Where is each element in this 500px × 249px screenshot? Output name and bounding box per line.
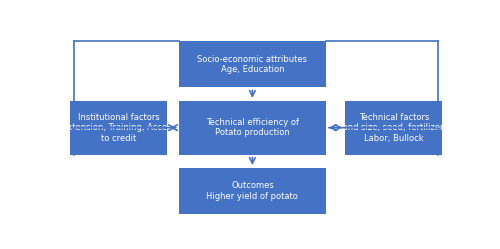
Text: Socio-economic attributes
Age, Education: Socio-economic attributes Age, Education xyxy=(198,55,308,74)
FancyBboxPatch shape xyxy=(179,101,326,154)
FancyBboxPatch shape xyxy=(346,101,442,154)
Text: Technical efficiency of
Potato production: Technical efficiency of Potato productio… xyxy=(206,118,299,137)
FancyBboxPatch shape xyxy=(179,168,326,214)
FancyBboxPatch shape xyxy=(179,41,326,87)
Text: Institutional factors
Extension, Training, Access
to credit: Institutional factors Extension, Trainin… xyxy=(62,113,176,143)
Text: Technical factors
Land size, seed, fertilizers,
Labor, Bullock: Technical factors Land size, seed, ferti… xyxy=(338,113,450,143)
FancyBboxPatch shape xyxy=(70,101,167,154)
Text: Outcomes
Higher yield of potato: Outcomes Higher yield of potato xyxy=(206,181,298,201)
